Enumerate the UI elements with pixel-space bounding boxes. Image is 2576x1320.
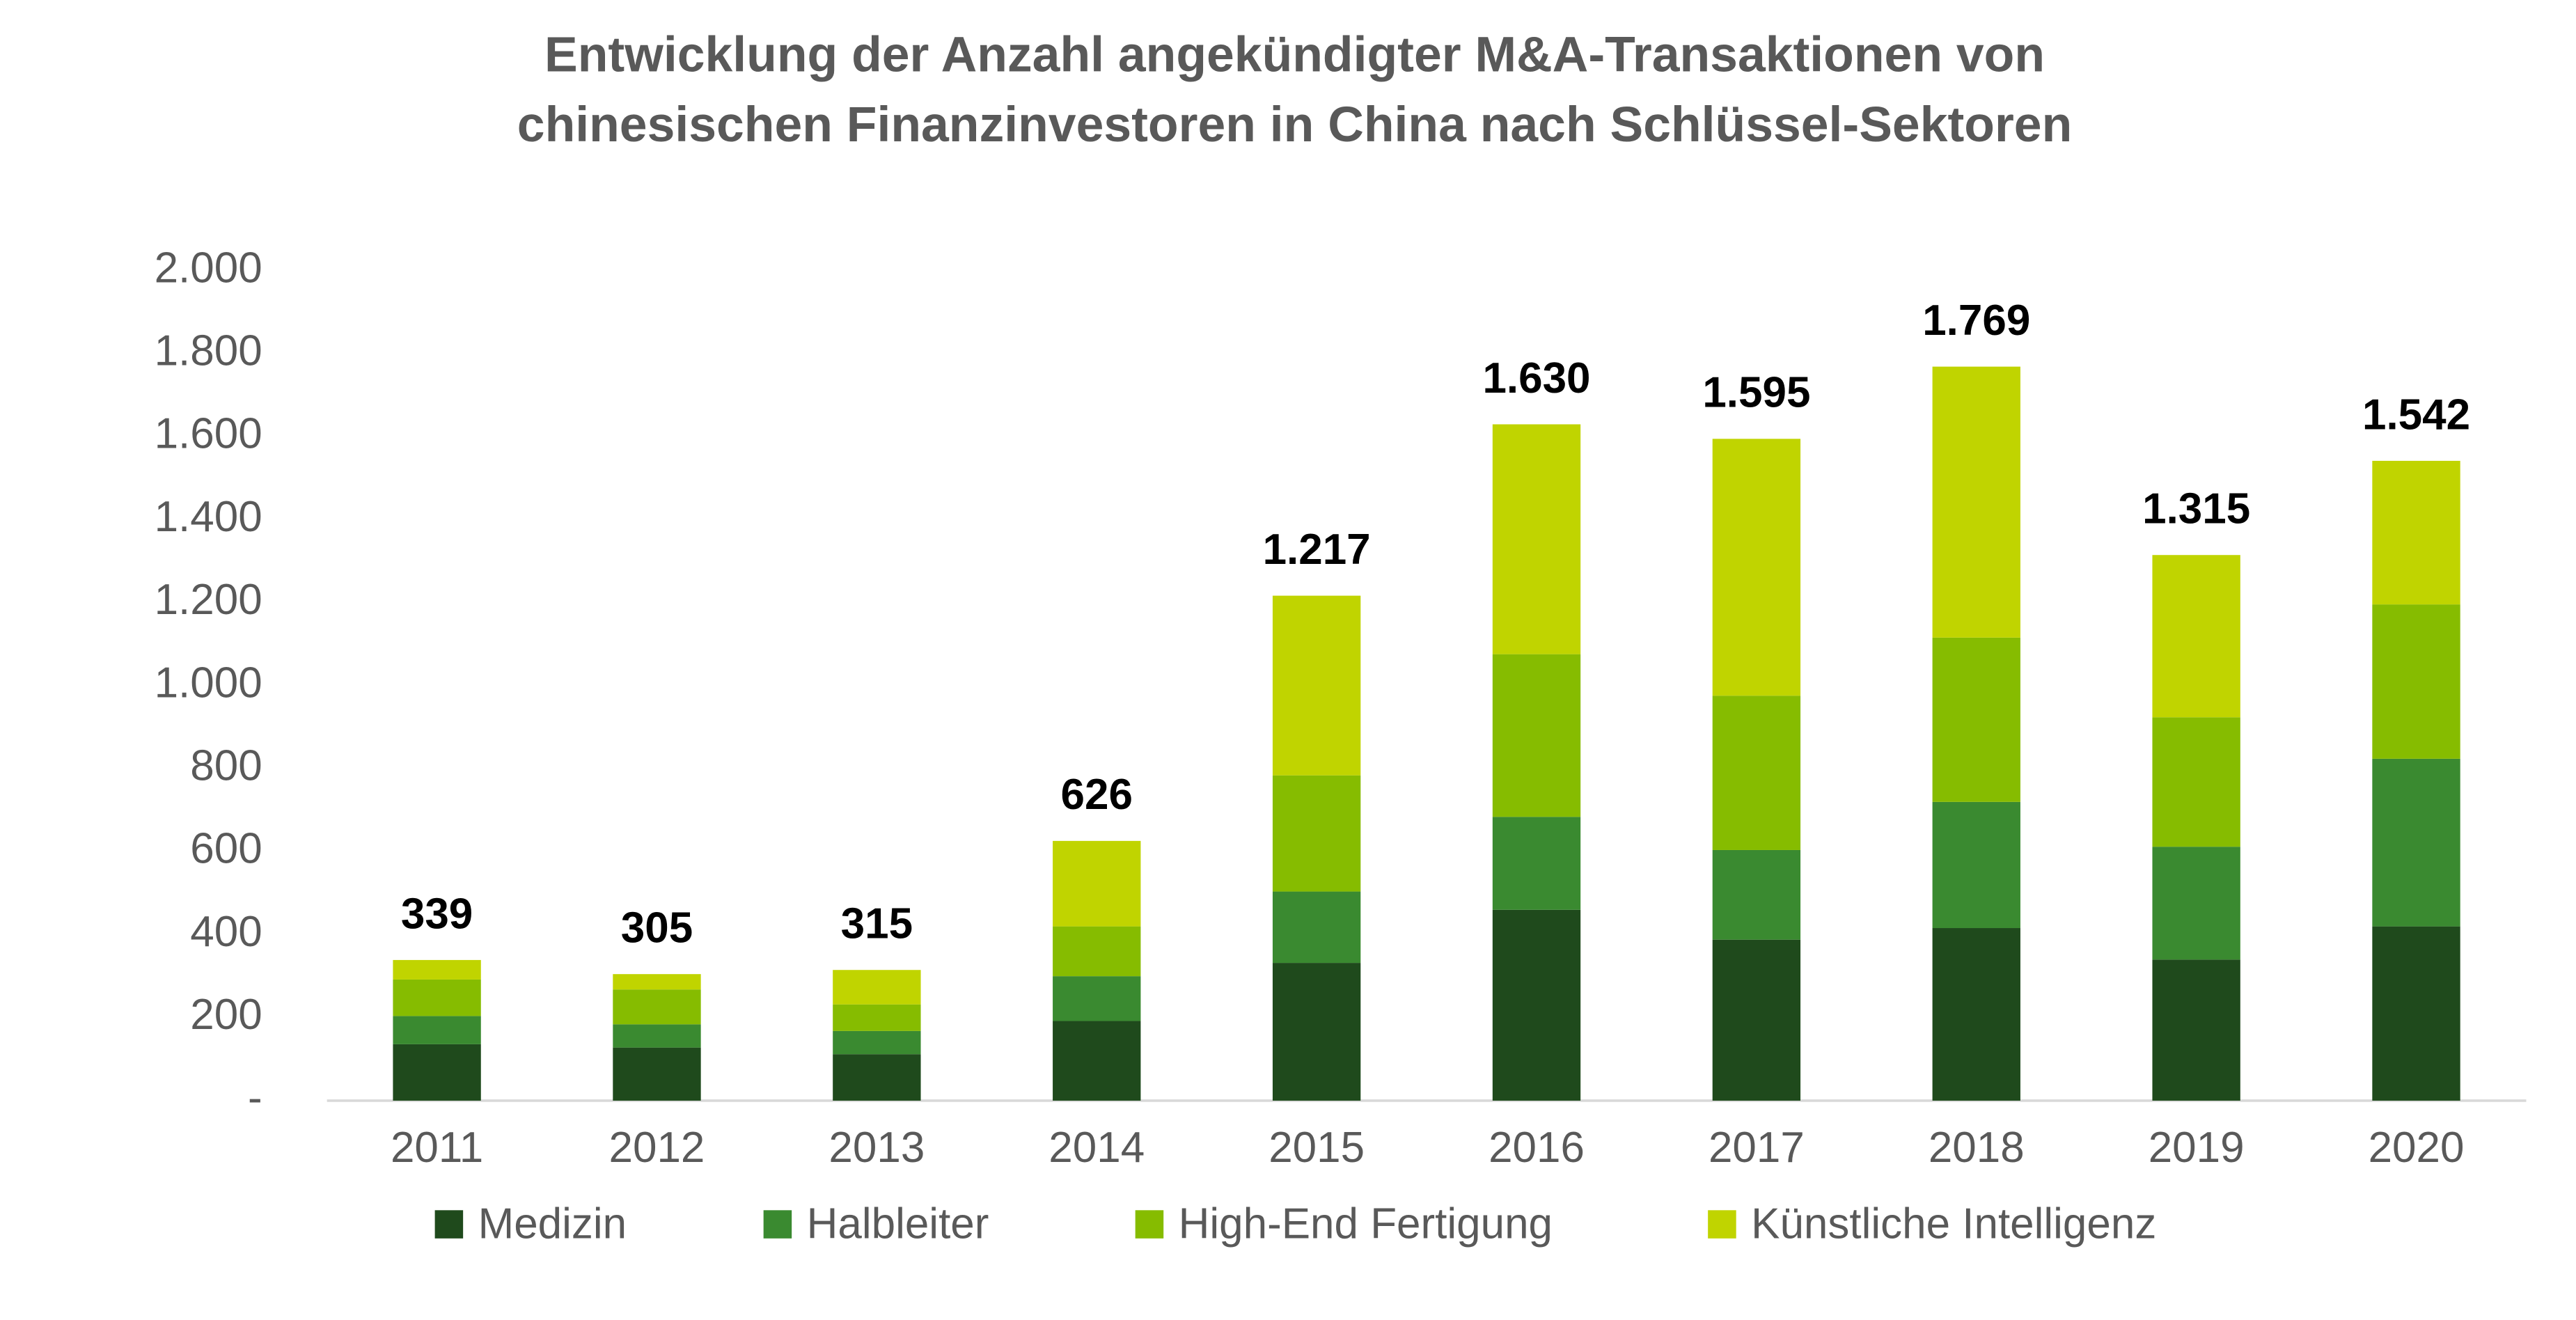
bar-segment	[1492, 424, 1581, 654]
bar-segment	[393, 959, 481, 980]
total-label: 1.315	[2142, 485, 2250, 533]
chart-title: chinesischen Finanzinvestoren in China n…	[517, 97, 2072, 152]
legend-swatch	[1708, 1210, 1736, 1239]
bar-segment	[1932, 637, 2020, 802]
bar-segment	[833, 970, 921, 1005]
bar-segment	[613, 1047, 701, 1101]
bar-segment	[393, 979, 481, 1016]
bar-segment	[393, 1044, 481, 1101]
x-tick-label: 2016	[1489, 1124, 1585, 1172]
bar-segment	[1932, 928, 2020, 1101]
bar-segment	[1932, 801, 2020, 929]
total-label: 1.542	[2362, 391, 2470, 439]
bar-segment	[1053, 926, 1141, 977]
bar-segment	[2372, 604, 2460, 759]
total-label: 1.630	[1482, 354, 1590, 402]
bar-segment	[1712, 849, 1801, 940]
bar-segment	[1712, 696, 1801, 850]
bar-segment	[2152, 717, 2240, 847]
legend-label: Halbleiter	[807, 1200, 989, 1248]
x-tick-label: 2017	[1709, 1124, 1805, 1172]
bar-segment	[1272, 775, 1361, 892]
bar-segment	[1272, 595, 1361, 776]
bar-segment	[1272, 891, 1361, 964]
bar-segment	[833, 1030, 921, 1055]
bar-segment	[1492, 654, 1581, 817]
x-tick-label: 2020	[2369, 1124, 2465, 1172]
bar-segment	[1932, 366, 2020, 638]
x-tick-label: 2012	[609, 1124, 705, 1172]
y-tick-label: 800	[190, 742, 262, 790]
y-tick-label: 200	[190, 991, 262, 1039]
y-tick-label: 1.200	[155, 576, 262, 624]
bar-segment	[613, 1024, 701, 1048]
legend-swatch	[1135, 1210, 1164, 1239]
y-tick-label: 1.600	[155, 410, 262, 458]
bar-segment	[393, 1016, 481, 1044]
x-tick-label: 2019	[2149, 1124, 2245, 1172]
bar-segment	[1053, 1021, 1141, 1101]
legend-swatch	[434, 1210, 464, 1239]
y-tick-label: 2.000	[155, 244, 262, 292]
legend-label: High-End Fertigung	[1179, 1200, 1553, 1248]
y-tick-label: 1.800	[155, 327, 262, 375]
legend-swatch	[763, 1210, 792, 1239]
x-tick-label: 2013	[828, 1124, 925, 1172]
y-tick-label: 600	[190, 825, 262, 873]
bar-segment	[2372, 926, 2460, 1101]
bar-segment	[2372, 758, 2460, 927]
total-label: 305	[621, 904, 693, 952]
total-label: 339	[401, 890, 473, 938]
total-label: 626	[1061, 771, 1133, 819]
x-tick-label: 2014	[1049, 1124, 1145, 1172]
legend-label: Künstliche Intelligenz	[1751, 1200, 2156, 1248]
bar-segment	[1492, 909, 1581, 1101]
y-tick-label: 400	[190, 908, 262, 956]
bar-segment	[833, 1054, 921, 1101]
x-tick-label: 2011	[391, 1124, 483, 1172]
bar-segment	[613, 974, 701, 990]
legend-label: Medizin	[478, 1200, 627, 1248]
total-label: 1.595	[1702, 369, 1810, 417]
total-label: 1.769	[1922, 297, 2030, 345]
bar-segment	[1053, 976, 1141, 1021]
bar-segment	[2152, 847, 2240, 960]
y-tick-label: 1.400	[155, 493, 262, 541]
bar-segment	[1492, 817, 1581, 910]
bar-segment	[833, 1004, 921, 1031]
y-tick-label: -	[248, 1074, 262, 1122]
bar-segment	[2372, 460, 2460, 605]
bar-segment	[2152, 555, 2240, 718]
chart-title: Entwicklung der Anzahl angekündigter M&A…	[544, 27, 2045, 83]
y-tick-label: 1.000	[155, 659, 262, 707]
bar-segment	[613, 989, 701, 1025]
bar-segment	[1053, 840, 1141, 927]
x-tick-label: 2015	[1269, 1124, 1365, 1172]
total-label: 315	[841, 900, 913, 948]
total-label: 1.217	[1263, 526, 1371, 574]
bar-segment	[1272, 963, 1361, 1101]
x-tick-label: 2018	[1929, 1124, 2025, 1172]
bar-segment	[2152, 959, 2240, 1101]
bar-segment	[1712, 439, 1801, 696]
bar-segment	[1712, 939, 1801, 1101]
